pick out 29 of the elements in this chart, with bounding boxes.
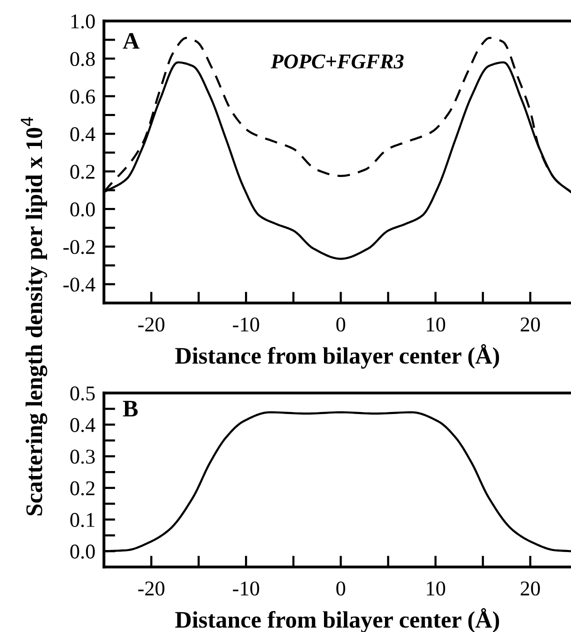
y-axis-title: Scattering length density per lipid x 10$^{4}$ [20, 117, 48, 516]
y-tick-label: 0.0 [70, 544, 95, 559]
y-tick-label: 0.4 [70, 127, 96, 142]
x-tick-label: 0 [336, 317, 346, 332]
x-tick-label: 10 [426, 317, 446, 332]
x-tick-label: -10 [232, 581, 260, 596]
x-tick-label: 20 [520, 581, 540, 596]
annotation: B [122, 400, 138, 416]
y-tick-label: 0.2 [70, 164, 94, 179]
x-tick-label: -20 [138, 317, 164, 332]
y-tick-label: 0.2 [70, 481, 94, 496]
y-tick-label: 0.3 [70, 450, 95, 464]
y-tick-label: 0.1 [70, 512, 94, 528]
y-tick-label: 0.4 [70, 418, 96, 432]
x-tick-label: 20 [520, 317, 540, 332]
x-tick-label: 0 [336, 581, 346, 596]
x-axis-title: Distance from bilayer center (Å) [175, 344, 500, 369]
x-tick-label: -20 [138, 581, 164, 596]
x-tick-label: -10 [232, 317, 260, 332]
y-tick-label: -0.4 [63, 278, 96, 292]
y-tick-label: 0.0 [70, 202, 95, 217]
y-tick-label: 0.5 [70, 386, 95, 401]
annotation: A [122, 33, 140, 49]
annotation: POPC+FGFR3 [270, 54, 404, 69]
y-tick-label: 0.6 [70, 90, 95, 104]
y-tick-label: 0.8 [70, 52, 95, 66]
x-tick-label: 10 [426, 581, 446, 596]
y-tick-label: 1.0 [71, 14, 95, 29]
y-tick-label: -0.2 [63, 240, 94, 254]
